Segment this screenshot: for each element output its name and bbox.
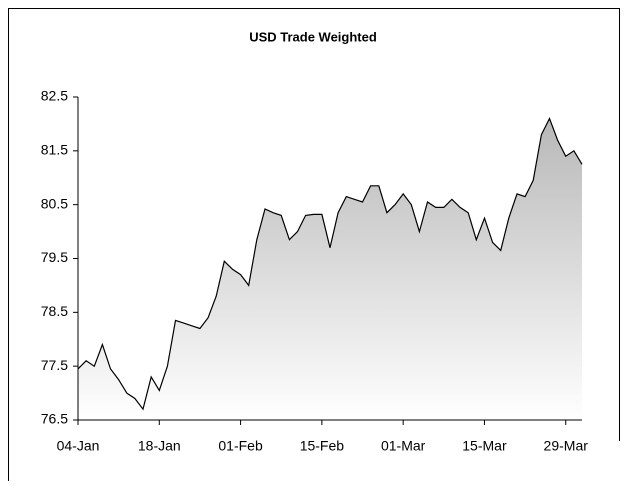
y-tick-label: 82.5 <box>41 88 68 104</box>
x-tick-label: 04-Jan <box>57 438 100 454</box>
x-tick-label: 29-Mar <box>544 438 589 454</box>
chart-border <box>8 8 620 481</box>
x-tick-label: 18-Jan <box>138 438 181 454</box>
y-tick-label: 79.5 <box>41 249 68 265</box>
line <box>77 117 583 411</box>
x-tick-label: 15-Mar <box>462 438 507 454</box>
y-tick-label: 80.5 <box>41 195 68 211</box>
x-tick-label: 01-Mar <box>381 438 426 454</box>
y-tick-label: 77.5 <box>41 357 68 373</box>
chart-title: USD Trade Weighted <box>249 29 377 44</box>
x-tick-label: 01-Feb <box>218 438 263 454</box>
y-tick-label: 76.5 <box>41 411 68 427</box>
x-tick-label: 15-Feb <box>300 438 345 454</box>
y-tick-label: 81.5 <box>41 142 68 158</box>
area <box>78 118 582 420</box>
y-tick-label: 78.5 <box>41 303 68 319</box>
